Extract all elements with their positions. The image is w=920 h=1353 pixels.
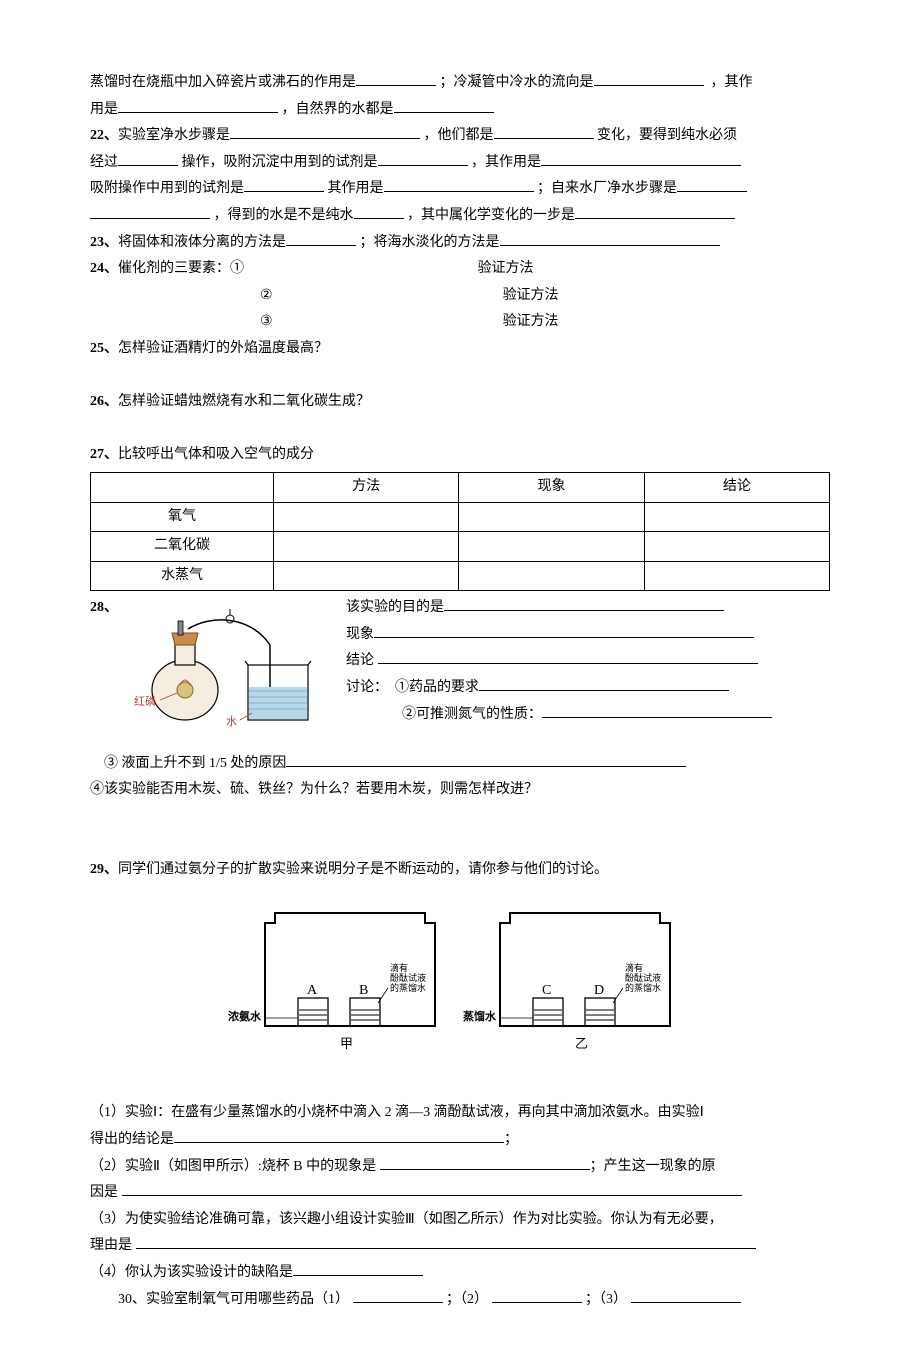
q29-p3a: （3）为使实验结论准确可靠，该兴趣小组设计实验Ⅲ（如图乙所示）作为对比实验。你认… xyxy=(90,1207,830,1234)
blank[interactable] xyxy=(492,1288,582,1303)
blank[interactable] xyxy=(541,151,741,166)
q24-l3: ③验证方法 xyxy=(90,309,830,336)
label-ammonia: 浓氨水 xyxy=(228,1009,262,1023)
blank[interactable] xyxy=(353,1288,443,1303)
blank[interactable] xyxy=(378,151,468,166)
q28-apparatus-figure: 红磷 水 xyxy=(130,595,340,751)
blank[interactable] xyxy=(286,231,356,246)
label-A: A xyxy=(307,983,318,998)
q25: 25、怎样验证酒精灯的外焰温度最高？ xyxy=(90,336,830,363)
blank[interactable] xyxy=(575,204,735,219)
line-distill-2: 用是 ，自然界的水都是 xyxy=(90,97,830,124)
q28-t3: 结论 xyxy=(346,648,830,675)
label-red-phosphorus: 红磷 xyxy=(134,695,156,708)
q29-p2a: （2）实验Ⅱ（如图甲所示）:烧杯 B 中的现象是 ；产生这一现象的原 xyxy=(90,1154,830,1181)
blank[interactable] xyxy=(542,703,772,718)
q29-p2c: 因是 xyxy=(90,1180,830,1207)
note-right-1: 滴有 xyxy=(625,962,643,973)
label-C: C xyxy=(542,983,551,998)
caption-right: 乙 xyxy=(575,1036,588,1051)
blank[interactable] xyxy=(631,1288,741,1303)
blank[interactable] xyxy=(118,151,178,166)
svg-text:的蒸馏水: 的蒸馏水 xyxy=(625,982,661,993)
q22-l4: ，得到的水是不是纯水 ，其中属化学变化的一步是 xyxy=(90,203,830,230)
label-distilled: 蒸馏水 xyxy=(463,1009,497,1023)
blank[interactable] xyxy=(122,1181,742,1196)
q29-p1b: 得出的结论是； xyxy=(90,1127,830,1154)
blank[interactable] xyxy=(230,124,420,139)
label-B: B xyxy=(359,983,368,998)
q26: 26、怎样验证蜡烛燃烧有水和二氧化碳生成？ xyxy=(90,389,830,416)
blank[interactable] xyxy=(356,71,436,86)
q30: 30、实验室制氧气可用哪些药品（1） ；（2） ；（3） xyxy=(90,1287,830,1314)
svg-text:酚酞试液: 酚酞试液 xyxy=(390,972,426,983)
q27-table: 方法 现象 结论 氧气 二氧化碳 水蒸气 xyxy=(90,472,830,591)
blank[interactable] xyxy=(244,177,324,192)
q29-p1a: （1）实验Ⅰ：在盛有少量蒸馏水的小烧杯中滴入 2 滴—3 滴酚酞试液，再向其中滴… xyxy=(90,1100,830,1127)
svg-text:的蒸馏水: 的蒸馏水 xyxy=(390,982,426,993)
q29-p3b: 理由是 xyxy=(90,1233,830,1260)
blank[interactable] xyxy=(594,71,704,86)
blank[interactable] xyxy=(500,231,720,246)
q27-lead: 27、比较呼出气体和吸入空气的成分 xyxy=(90,442,830,469)
blank[interactable] xyxy=(378,649,758,664)
blank[interactable] xyxy=(374,623,754,638)
blank[interactable] xyxy=(354,204,404,219)
q29-figure: A B 滴有 酚酞试液 的蒸馏水 浓氨水 甲 C D 滴有 酚酞试液 的蒸馏水 … xyxy=(90,898,830,1079)
blank[interactable] xyxy=(136,1234,756,1249)
blank[interactable] xyxy=(293,1261,423,1276)
table-row-label: 二氧化碳 xyxy=(91,532,274,562)
blank[interactable] xyxy=(118,98,278,113)
q28-d3: ③ 液面上升不到 1/5 处的原因 xyxy=(90,751,830,778)
caption-left: 甲 xyxy=(340,1036,353,1051)
q28-d1: 讨论： ①药品的要求 xyxy=(346,675,830,702)
blank[interactable] xyxy=(174,1128,504,1143)
q28-t2: 现象 xyxy=(346,622,830,649)
q28-t1: 该实验的目的是 xyxy=(346,595,830,622)
blank[interactable] xyxy=(394,98,494,113)
blank[interactable] xyxy=(677,177,747,192)
blank[interactable] xyxy=(384,177,534,192)
blank[interactable] xyxy=(380,1155,590,1170)
q22-l3: 吸附操作中用到的试剂是 其作用是 ；自来水厂净水步骤是 xyxy=(90,176,830,203)
line-distill-1: 蒸馏时在烧瓶中加入碎瓷片或沸石的作用是 ；冷凝管中冷水的流向是 ，其作 xyxy=(90,70,830,97)
blank[interactable] xyxy=(90,204,210,219)
blank[interactable] xyxy=(444,596,724,611)
q22-l1: 22、实验室净水步骤是 ，他们都是 变化，要得到纯水必须 xyxy=(90,123,830,150)
table-row-label: 水蒸气 xyxy=(91,561,274,591)
q29-lead: 29、同学们通过氨分子的扩散实验来说明分子是不断运动的，请你参与他们的讨论。 xyxy=(90,857,830,884)
q28-d4: ④该实验能否用木炭、硫、铁丝？为什么？若要用木炭，则需怎样改进？ xyxy=(90,777,830,804)
q28-num: 28、 xyxy=(90,595,130,622)
q22-l2: 经过 操作，吸附沉淀中用到的试剂是 ，其作用是 xyxy=(90,150,830,177)
q24-l2: ②验证方法 xyxy=(90,283,830,310)
q29-p4: （4）你认为该实验设计的缺陷是 xyxy=(90,1260,830,1287)
table-row-label: 氧气 xyxy=(91,502,274,532)
label-D: D xyxy=(594,983,604,998)
q24-l1: 24、催化剂的三要素：① 验证方法 xyxy=(90,256,830,283)
blank[interactable] xyxy=(286,752,686,767)
q23: 23、将固体和液体分离的方法是 ；将海水淡化的方法是 xyxy=(90,230,830,257)
blank[interactable] xyxy=(479,676,729,691)
q28-d2: ②可推测氮气的性质： xyxy=(346,702,830,729)
svg-text:酚酞试液: 酚酞试液 xyxy=(625,972,661,983)
label-water: 水 xyxy=(226,715,237,728)
note-left-1: 滴有 xyxy=(390,962,408,973)
blank[interactable] xyxy=(494,124,594,139)
